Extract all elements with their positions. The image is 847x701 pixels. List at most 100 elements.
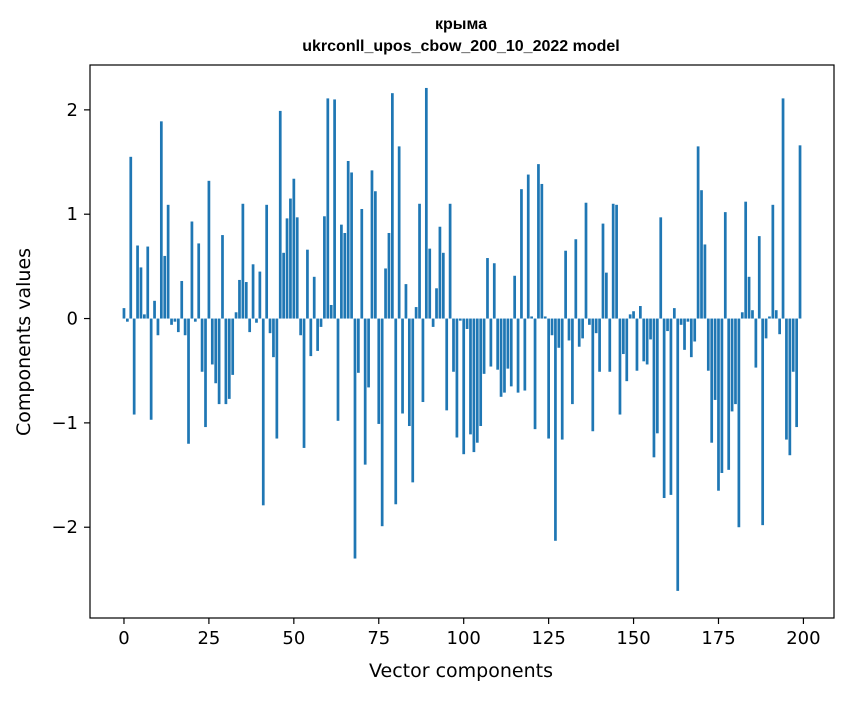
bar-10 xyxy=(156,318,160,336)
y-tick-label: 1 xyxy=(67,204,78,225)
bar-175 xyxy=(717,318,720,491)
bar-57 xyxy=(316,318,319,351)
bar-133 xyxy=(574,239,578,319)
bar-60 xyxy=(326,98,330,319)
bar-18 xyxy=(183,318,187,336)
chart-title-model: ukrconll_upos_cbow_200_10_2022 model xyxy=(302,38,619,55)
bar-104 xyxy=(475,318,479,443)
bar-153 xyxy=(642,318,646,362)
bar-160 xyxy=(666,318,669,332)
bar-51 xyxy=(295,217,299,319)
bar-34 xyxy=(238,279,241,319)
bar-108 xyxy=(489,318,493,367)
bar-49 xyxy=(289,198,292,319)
bar-82 xyxy=(401,318,404,414)
bar-80 xyxy=(394,318,398,505)
bar-182 xyxy=(740,312,744,319)
bar-39 xyxy=(255,318,258,323)
bar-19 xyxy=(187,318,190,444)
bar-17 xyxy=(180,280,184,319)
bar-65 xyxy=(343,232,347,319)
bar-98 xyxy=(455,318,459,438)
bar-192 xyxy=(774,310,778,319)
bar-193 xyxy=(778,318,781,335)
bar-151 xyxy=(635,318,639,371)
y-tick-label: 2 xyxy=(67,100,78,121)
bar-131 xyxy=(567,318,571,341)
bar-83 xyxy=(404,284,408,319)
bar-118 xyxy=(523,318,527,391)
x-tick-label: 0 xyxy=(118,628,129,649)
x-tick-label: 50 xyxy=(282,628,305,649)
bar-146 xyxy=(618,318,622,415)
bar-35 xyxy=(241,203,245,319)
bar-73 xyxy=(370,170,374,319)
bar-13 xyxy=(166,204,170,319)
bar-66 xyxy=(346,160,350,319)
bar-54 xyxy=(306,249,309,319)
y-tick-label: −1 xyxy=(51,413,78,434)
bar-197 xyxy=(791,318,795,372)
chart-title-word: крыма xyxy=(435,16,487,33)
bar-190 xyxy=(768,316,771,319)
bar-101 xyxy=(465,318,469,329)
bar-69 xyxy=(357,318,360,373)
bar-109 xyxy=(492,263,496,319)
bar-159 xyxy=(662,318,666,499)
bar-27 xyxy=(214,318,218,384)
bar-100 xyxy=(462,318,466,455)
bar-93 xyxy=(438,226,442,319)
bar-45 xyxy=(275,318,279,439)
bar-9 xyxy=(153,300,156,319)
bar-89 xyxy=(424,87,428,319)
bar-162 xyxy=(672,308,676,319)
bar-series xyxy=(122,87,802,591)
bar-148 xyxy=(625,318,629,382)
plot-area-frame xyxy=(89,64,835,619)
bar-180 xyxy=(734,318,737,405)
bar-99 xyxy=(458,318,462,321)
bar-53 xyxy=(302,318,306,448)
bar-85 xyxy=(411,318,415,483)
bar-122 xyxy=(537,164,540,319)
bar-149 xyxy=(628,314,632,319)
bar-71 xyxy=(363,318,367,465)
bar-50 xyxy=(292,178,296,319)
y-axis-ticks: 2 1 0 −1 −2 xyxy=(51,100,90,538)
bar-119 xyxy=(526,174,530,319)
x-tick-label: 175 xyxy=(701,628,735,649)
bar-81 xyxy=(397,146,401,319)
bar-2 xyxy=(129,156,133,319)
bar-166 xyxy=(686,318,690,322)
bar-5 xyxy=(139,267,143,319)
bar-144 xyxy=(611,203,615,319)
bar-14 xyxy=(170,318,173,325)
x-tick-label: 200 xyxy=(786,628,820,649)
bar-22 xyxy=(197,243,201,319)
bar-158 xyxy=(659,217,663,319)
bar-183 xyxy=(744,201,748,319)
bar-198 xyxy=(795,318,798,428)
bar-120 xyxy=(530,316,533,319)
bar-42 xyxy=(265,204,269,319)
bar-145 xyxy=(615,204,618,319)
bar-77 xyxy=(384,268,387,319)
bar-143 xyxy=(608,318,612,372)
bar-161 xyxy=(669,318,673,495)
bar-178 xyxy=(727,318,731,470)
bar-111 xyxy=(499,318,503,397)
bar-52 xyxy=(299,318,302,336)
bar-141 xyxy=(601,223,605,319)
bar-88 xyxy=(421,318,425,403)
bar-86 xyxy=(414,307,418,319)
bar-186 xyxy=(754,318,758,368)
bar-32 xyxy=(231,318,235,375)
bar-165 xyxy=(683,318,686,350)
x-tick-label: 100 xyxy=(447,628,481,649)
bar-173 xyxy=(710,318,714,443)
bar-6 xyxy=(143,314,146,319)
bar-114 xyxy=(509,318,513,387)
bar-11 xyxy=(159,121,163,319)
bar-139 xyxy=(594,318,598,334)
